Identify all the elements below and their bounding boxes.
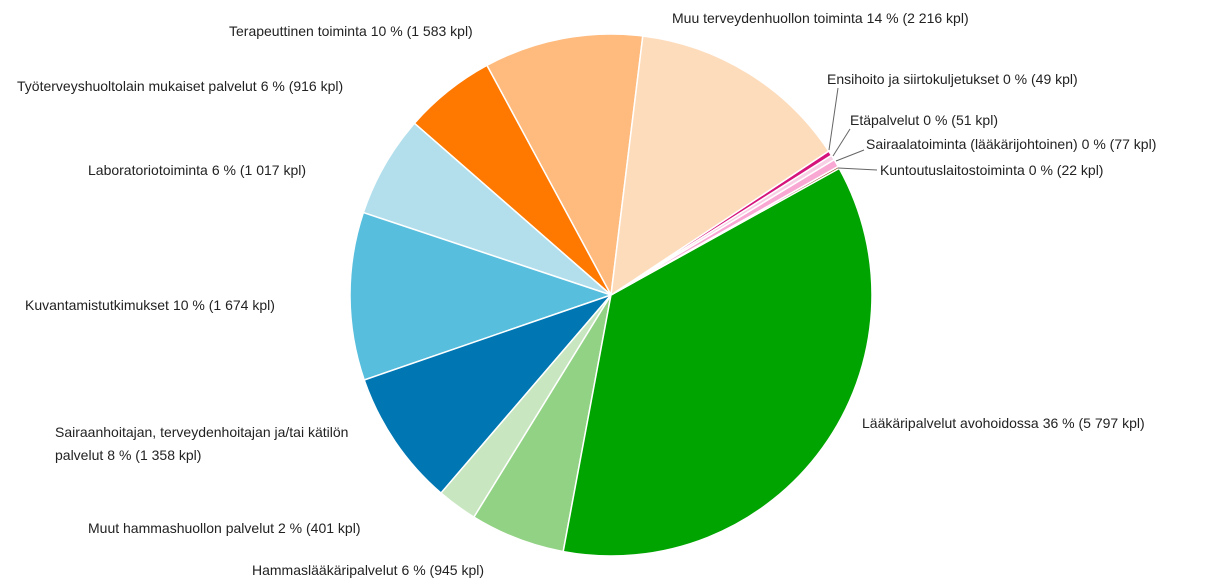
category-name: Ensihoito ja siirtokuljetukset	[827, 71, 999, 87]
pie-slice	[349, 211, 614, 381]
leader-line	[828, 87, 839, 151]
slice-label: Työterveyshuoltolain mukaiset palvelut 6 …	[17, 75, 343, 98]
slice-label: Kuntoutuslaitostoiminta 0 % (22 kpl)	[880, 159, 1103, 182]
slice-label: Lääkäripalvelut avohoidossa 36 % (5 797 k…	[862, 412, 1145, 435]
value-label: 10 % (1 674 kpl)	[172, 297, 275, 313]
value-label: 0 % (51 kpl)	[923, 112, 998, 128]
category-name: Muu terveydenhuollon toiminta	[672, 10, 863, 26]
category-name: Sairaalatoiminta (lääkärijohtoinen)	[866, 136, 1078, 152]
slice-label: Etäpalvelut 0 % (51 kpl)	[850, 109, 998, 132]
category-name: Työterveyshuoltolain mukaiset palvelut	[17, 78, 257, 94]
category-name: Etäpalvelut	[850, 112, 920, 128]
category-name: Hammaslääkäripalvelut	[252, 562, 398, 578]
value-label: 10 % (1 583 kpl)	[370, 23, 473, 39]
category-name: Lääkäripalvelut avohoidossa	[862, 415, 1039, 431]
leader-line	[832, 128, 851, 157]
slice-label: Kuvantamistutkimukset 10 % (1 674 kpl)	[25, 294, 275, 317]
value-label: 6 % (916 kpl)	[260, 78, 344, 94]
pie-slice	[610, 35, 830, 297]
slice-label: Sairaalatoiminta (lääkärijohtoinen) 0 % (…	[866, 133, 1156, 156]
slice-label: Muu terveydenhuollon toiminta 14 % (2 216…	[672, 7, 969, 30]
value-label: 2 % (401 kpl)	[278, 520, 361, 536]
value-label: 36 % (5 797 kpl)	[1042, 415, 1145, 431]
pie-slice	[363, 293, 614, 495]
slice-label: Ensihoito ja siirtokuljetukset 0 % (49 kp…	[827, 68, 1078, 91]
slice-label: Terapeuttinen toiminta 10 % (1 583 kpl)	[229, 20, 473, 43]
leader-line	[837, 167, 878, 171]
leader-line	[835, 149, 865, 162]
value-label: 0 % (49 kpl)	[1002, 71, 1078, 87]
category-name: Terapeuttinen toiminta	[229, 23, 367, 39]
value-label: 14 % (2 216 kpl)	[866, 10, 969, 26]
slice-label: Muut hammashuollon palvelut 2 % (401 kpl)	[88, 517, 360, 540]
value-label: 0 % (77 kpl)	[1081, 136, 1157, 152]
category-name: Laboratoriotoiminta	[88, 162, 208, 178]
category-name: Muut hammashuollon palvelut	[88, 520, 274, 536]
value-label: 0 % (22 kpl)	[1028, 162, 1104, 178]
slice-label: Laboratoriotoiminta 6 % (1 017 kpl)	[88, 159, 306, 182]
category-name: Sairaanhoitajan, terveydenhoitajan ja/ta…	[55, 424, 349, 463]
value-label: 6 % (1 017 kpl)	[211, 162, 307, 178]
value-label: 6 % (945 kpl)	[401, 562, 484, 578]
slice-label: Sairaanhoitajan, terveydenhoitajan ja/ta…	[55, 421, 355, 467]
pie-slice	[485, 33, 644, 298]
category-name: Kuvantamistutkimukset	[25, 297, 169, 313]
slice-label: Hammaslääkäripalvelut 6 % (945 kpl)	[252, 559, 484, 582]
value-label: 8 % (1 358 kpl)	[107, 447, 202, 463]
category-name: Kuntoutuslaitostoiminta	[880, 162, 1025, 178]
pie-slice	[562, 167, 873, 557]
